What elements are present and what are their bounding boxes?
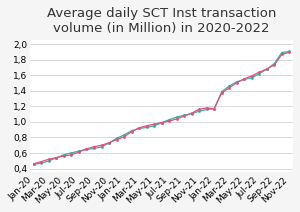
- Title: Average daily SCT Inst transaction
volume (in Million) in 2020-2022: Average daily SCT Inst transaction volum…: [47, 7, 276, 35]
